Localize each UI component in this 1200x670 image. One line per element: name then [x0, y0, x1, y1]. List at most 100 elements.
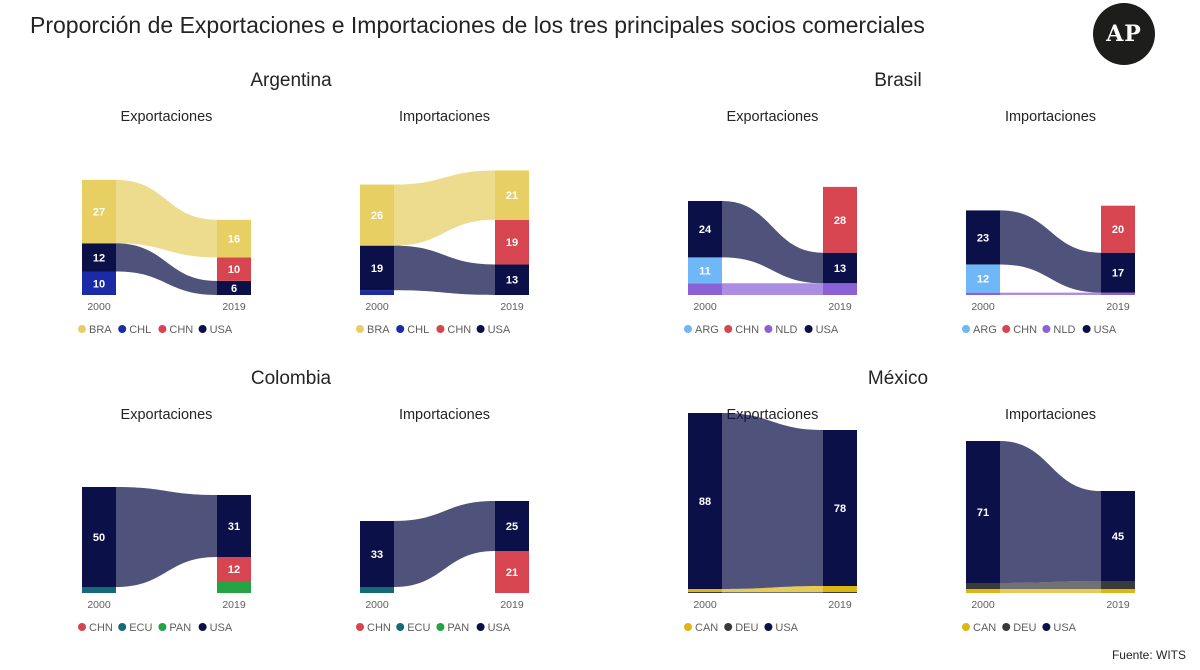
- legend-label-chn: CHN: [1013, 324, 1037, 336]
- legend-argentina-importaciones: BRA CHL CHN USA: [356, 324, 511, 336]
- legend-label-nld: NLD: [775, 324, 797, 336]
- x-tick-label-2000: 2000: [693, 599, 717, 611]
- data-label-2000-chl: 10: [93, 278, 105, 290]
- bar-2000-can: [966, 589, 1000, 593]
- legend-label-can: CAN: [973, 622, 996, 634]
- bar-2019-can: [823, 586, 857, 592]
- data-label-2019-usa: 31: [228, 521, 240, 533]
- bar-2000-ecu: [360, 587, 394, 593]
- legend-marker-ecu: [118, 623, 127, 631]
- x-tick-label-2019: 2019: [1106, 301, 1130, 313]
- x-tick-label-2000: 2000: [87, 599, 111, 611]
- bar-2019-deu: [823, 592, 857, 593]
- ap-logo: AP: [1093, 3, 1155, 65]
- bar-2019-usa: [823, 430, 857, 586]
- x-tick-label-2000: 2000: [87, 301, 111, 313]
- panel-title: Exportaciones: [121, 407, 213, 423]
- data-label-2019-bra: 21: [506, 190, 518, 202]
- legend-marker-chn: [356, 623, 364, 631]
- bar-2000-usa: [360, 245, 394, 291]
- bar-2019-usa: [217, 280, 251, 295]
- bar-2019-chn: [495, 551, 529, 593]
- x-tick-label-2000: 2000: [971, 301, 995, 313]
- bar-2000-nld: [966, 292, 1000, 295]
- panel-title: Importaciones: [1005, 407, 1096, 423]
- legend-marker-usa: [804, 325, 813, 333]
- legend-brasil-importaciones: ARG CHN NLD USA: [962, 324, 1117, 336]
- legend-mexico-importaciones: CAN DEU USA: [962, 622, 1077, 634]
- x-tick-label-2019: 2019: [222, 301, 246, 313]
- data-label-2000-usa: 88: [699, 496, 711, 508]
- legend-label-chn: CHN: [169, 324, 193, 336]
- bar-2019-usa: [217, 495, 251, 557]
- legend-label-bra: BRA: [367, 324, 390, 336]
- flow-deu: [722, 592, 823, 593]
- legend-label-usa: USA: [488, 324, 511, 336]
- legend-label-deu: DEU: [735, 622, 758, 634]
- flow-can: [722, 586, 823, 592]
- x-tick-label-2000: 2000: [971, 599, 995, 611]
- bar-2019-usa: [1101, 491, 1135, 581]
- x-tick-label-2019: 2019: [1106, 599, 1130, 611]
- legend-argentina-exportaciones: BRA CHL CHN USA: [78, 324, 233, 336]
- data-label-2000-arg: 11: [699, 265, 711, 277]
- data-label-2000-bra: 27: [93, 207, 105, 219]
- bar-2019-bra: [217, 219, 251, 258]
- bar-2019-usa: [495, 501, 529, 551]
- panel-title: Importaciones: [399, 109, 490, 125]
- bar-2019-chn: [823, 186, 857, 253]
- legend-mexico-exportaciones: CAN DEU USA: [684, 622, 799, 634]
- panel-argentina-importaciones: Importaciones 19 26 2000 13 19 21 2019 BRA CHL CHN…: [356, 109, 529, 336]
- legend-label-bra: BRA: [89, 324, 112, 336]
- legend-label-deu: DEU: [1013, 622, 1036, 634]
- legend-label-chn: CHN: [367, 622, 391, 634]
- legend-label-usa: USA: [1053, 622, 1076, 634]
- flow-usa: [722, 201, 823, 284]
- bar-2019-deu: [1101, 581, 1135, 589]
- legend-marker-arg: [684, 325, 692, 333]
- bar-2000-usa: [82, 243, 116, 272]
- bar-2019-chn: [495, 219, 529, 265]
- legend-label-chl: CHL: [407, 324, 429, 336]
- legend-label-chn: CHN: [735, 324, 759, 336]
- legend-colombia-exportaciones: CHN ECU PAN USA: [78, 622, 233, 634]
- legend-marker-chl: [396, 325, 405, 333]
- legend-marker-ecu: [396, 623, 405, 631]
- legend-marker-nld: [1042, 325, 1051, 333]
- data-label-2000-usa: 33: [371, 549, 383, 561]
- panel-colombia-importaciones: Importaciones 33 2000 21 25 2019 CHN ECU PAN USA: [356, 407, 529, 634]
- legend-colombia-importaciones: CHN ECU PAN USA: [356, 622, 511, 634]
- x-tick-label-2000: 2000: [365, 599, 389, 611]
- legend-marker-nld: [764, 325, 773, 333]
- data-label-2019-usa: 6: [231, 283, 237, 295]
- bar-2019-chn: [1101, 205, 1135, 253]
- data-label-2019-chn: 10: [228, 264, 240, 276]
- legend-marker-usa: [764, 623, 773, 631]
- legend-marker-usa: [1082, 325, 1091, 333]
- panel-brasil-exportaciones: Exportaciones 11 24 2000 13 28 2019 ARG CHN NLD US…: [684, 109, 857, 336]
- data-label-2019-usa: 45: [1112, 531, 1124, 543]
- legend-label-pan: PAN: [447, 622, 469, 634]
- flow-deu: [1000, 581, 1101, 589]
- data-label-2019-chn: 19: [506, 237, 518, 249]
- x-tick-label-2000: 2000: [693, 301, 717, 313]
- bar-2019-usa: [1101, 252, 1135, 293]
- legend-label-usa: USA: [816, 324, 839, 336]
- country-title-brasil: Brasil: [874, 70, 922, 91]
- bar-2000-can: [688, 589, 722, 592]
- data-label-2019-chn: 21: [506, 567, 518, 579]
- data-label-2000-usa: 19: [371, 263, 383, 275]
- legend-marker-arg: [962, 325, 970, 333]
- panel-title: Exportaciones: [727, 109, 819, 125]
- data-label-2000-usa: 23: [977, 232, 989, 244]
- bar-2000-ecu: [82, 587, 116, 593]
- panel-mexico-importaciones: Importaciones 71 2000 45 2019 CAN DEU USA: [962, 407, 1135, 634]
- bar-2019-usa: [495, 264, 529, 295]
- legend-label-ecu: ECU: [129, 622, 152, 634]
- x-tick-label-2019: 2019: [222, 599, 246, 611]
- flow-bra: [394, 170, 495, 246]
- bar-2019-nld: [1101, 292, 1135, 295]
- legend-marker-deu: [1002, 623, 1011, 631]
- panel-title: Exportaciones: [121, 109, 213, 125]
